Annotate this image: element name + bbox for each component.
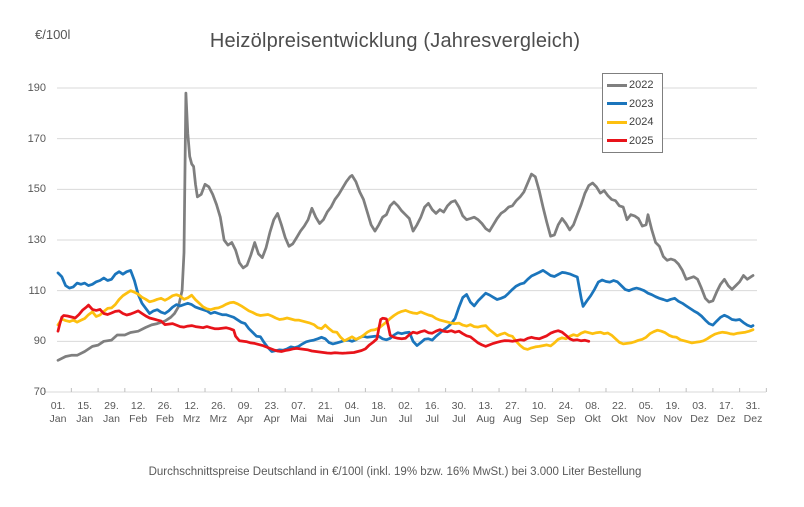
legend-label: 2022 [629,79,654,92]
x-axis-tick-label: 18. Jun [370,400,388,425]
x-axis-tick-label: 26. Mrz [209,400,228,425]
series-line-2022 [56,91,755,362]
x-axis-tick-label: 10. Sep [529,400,549,425]
x-axis-tick-label: 24. Sep [556,400,576,425]
x-axis-tick-label: 07. Mai [290,400,308,425]
x-axis-tick-label: 21. Mai [316,400,334,425]
legend-item-2022: 2022 [607,76,662,94]
x-axis-tick-label: 09. Apr [236,400,254,425]
y-axis-tick-label: 130 [27,234,46,246]
y-axis-tick-label: 150 [27,183,46,196]
x-axis-tick-label: 31. Dez [743,400,763,425]
series-line-2024 [56,289,755,351]
x-axis-tick-label: 23. Apr [263,400,281,425]
legend-item-2023: 2023 [607,95,662,113]
x-axis-tick-label: 22. Okt [611,400,628,425]
footer-note: Durchschnittspreise Deutschland in €/100… [148,466,642,478]
x-axis-tick-label: 03. Dez [690,400,709,425]
x-axis-tick-label: 29. Jan [102,400,120,425]
x-axis-tick-label: 26. Feb [155,400,174,425]
x-axis-tick-label: 19. Nov [663,400,683,425]
x-axis-tick-label: 01. Jan [49,400,67,425]
y-axis-tick-label: 70 [33,386,46,398]
x-axis-tick-label: 15. Jan [76,400,94,425]
x-axis-tick-label: 30. Jul [451,400,467,425]
x-axis-tick-label: 27. Aug [503,400,522,425]
x-axis-tick-label: 17. Dez [716,400,736,425]
legend-item-2025: 2025 [607,132,662,150]
legend: 2022 2023 2024 2025 [602,73,663,153]
x-axis-tick-label: 13. Aug [476,400,496,425]
x-axis-tick-label: 12. Mrz [182,400,201,425]
y-axis-tick-label: 190 [27,82,46,94]
y-axis-tick-label: 110 [28,284,46,297]
legend-line-swatch [607,102,627,106]
legend-label: 2025 [629,134,654,147]
legend-line-swatch [607,120,627,124]
legend-item-2024: 2024 [607,113,662,131]
y-axis-tick-label: 90 [33,335,46,348]
x-axis-tick-label: 08. Okt [584,400,601,425]
x-axis-tick-label: 04. Jun [343,400,361,425]
x-axis-tick-label: 16. Jul [424,400,440,425]
x-axis-tick-label: 02. Jul [398,400,413,425]
y-axis-tick-label: 170 [27,132,46,145]
legend-line-swatch [607,83,627,87]
series-line-2025 [56,303,591,355]
x-axis-tick-label: 12. Feb [129,400,148,425]
legend-label: 2024 [629,116,654,129]
x-axis-tick-label: 05. Nov [636,400,656,425]
y-axis-unit-label: €/100l [35,27,71,42]
series-line-2023 [56,269,755,353]
legend-line-swatch [607,139,627,143]
legend-label: 2023 [629,97,654,110]
chart-title: Heizölpreisentwicklung (Jahresvergleich) [209,30,581,52]
